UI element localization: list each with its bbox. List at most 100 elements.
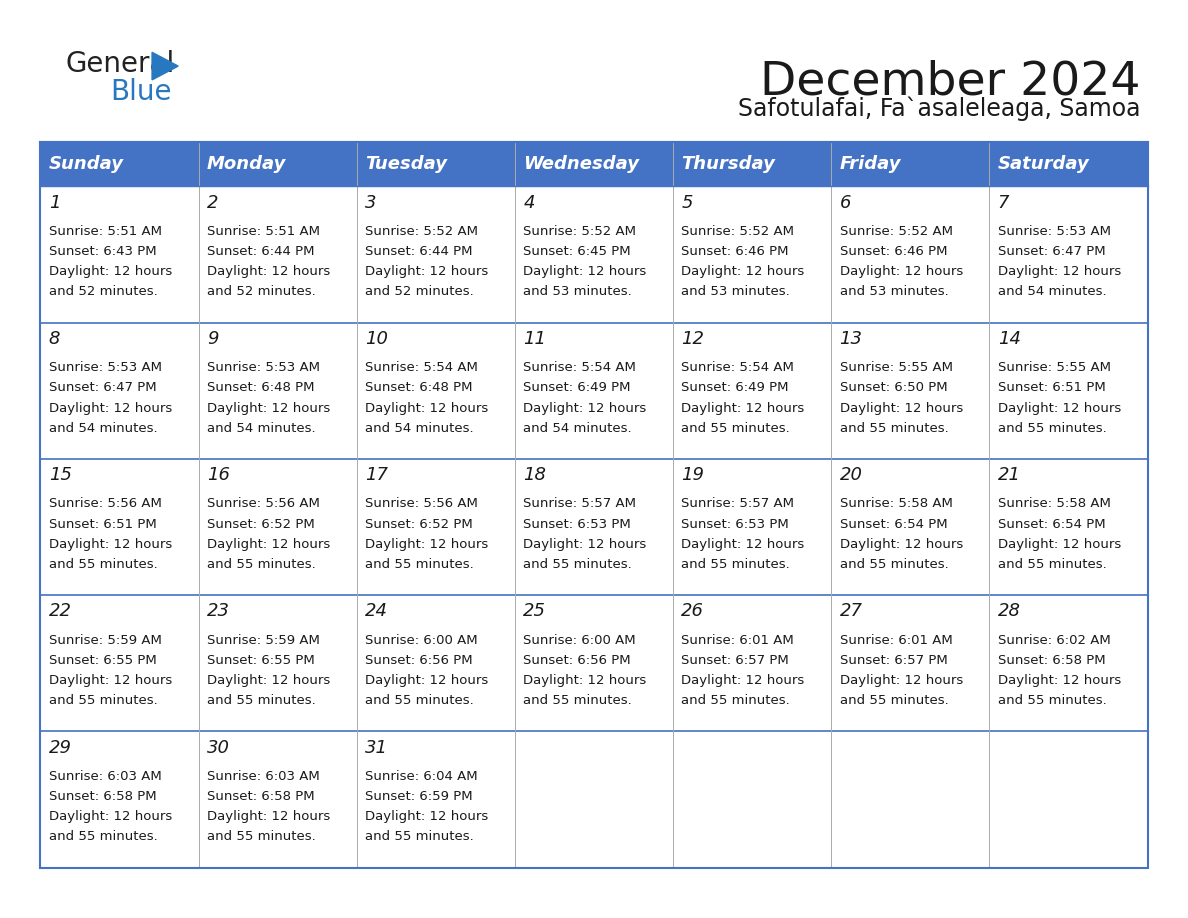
Text: and 52 minutes.: and 52 minutes. — [365, 285, 474, 298]
Text: Sunset: 6:48 PM: Sunset: 6:48 PM — [365, 381, 473, 395]
Text: and 53 minutes.: and 53 minutes. — [523, 285, 632, 298]
Text: 22: 22 — [49, 602, 71, 621]
Text: Sunset: 6:45 PM: Sunset: 6:45 PM — [523, 245, 631, 258]
Text: 2: 2 — [207, 194, 219, 212]
Text: 19: 19 — [682, 466, 704, 484]
Text: 17: 17 — [365, 466, 388, 484]
Text: Daylight: 12 hours: Daylight: 12 hours — [207, 538, 330, 551]
Text: Sunrise: 5:56 AM: Sunrise: 5:56 AM — [365, 498, 478, 510]
Text: and 55 minutes.: and 55 minutes. — [998, 694, 1106, 707]
Polygon shape — [152, 52, 178, 80]
Text: and 55 minutes.: and 55 minutes. — [682, 558, 790, 571]
Text: Daylight: 12 hours: Daylight: 12 hours — [365, 401, 488, 415]
Text: 3: 3 — [365, 194, 377, 212]
Text: and 52 minutes.: and 52 minutes. — [49, 285, 158, 298]
Text: and 55 minutes.: and 55 minutes. — [207, 831, 316, 844]
Text: Daylight: 12 hours: Daylight: 12 hours — [207, 265, 330, 278]
Text: and 55 minutes.: and 55 minutes. — [998, 558, 1106, 571]
Text: and 55 minutes.: and 55 minutes. — [523, 694, 632, 707]
Text: Sunrise: 5:59 AM: Sunrise: 5:59 AM — [207, 633, 320, 646]
Text: Daylight: 12 hours: Daylight: 12 hours — [523, 538, 646, 551]
Text: Sunrise: 5:52 AM: Sunrise: 5:52 AM — [840, 225, 953, 238]
Text: Sunset: 6:47 PM: Sunset: 6:47 PM — [49, 381, 157, 395]
Text: Sunrise: 5:57 AM: Sunrise: 5:57 AM — [523, 498, 637, 510]
Bar — [40, 186, 1148, 322]
Text: 27: 27 — [840, 602, 862, 621]
Text: Sunrise: 6:02 AM: Sunrise: 6:02 AM — [998, 633, 1111, 646]
Text: Sunset: 6:58 PM: Sunset: 6:58 PM — [207, 790, 315, 803]
Text: Sunrise: 5:51 AM: Sunrise: 5:51 AM — [49, 225, 162, 238]
Text: and 54 minutes.: and 54 minutes. — [207, 421, 316, 435]
Bar — [40, 142, 1148, 868]
Text: Daylight: 12 hours: Daylight: 12 hours — [207, 811, 330, 823]
Text: Sunset: 6:44 PM: Sunset: 6:44 PM — [365, 245, 473, 258]
Text: 9: 9 — [207, 330, 219, 348]
Text: 1: 1 — [49, 194, 61, 212]
Text: Sunset: 6:52 PM: Sunset: 6:52 PM — [365, 518, 473, 531]
Text: Daylight: 12 hours: Daylight: 12 hours — [682, 401, 804, 415]
Text: Sunset: 6:50 PM: Sunset: 6:50 PM — [840, 381, 947, 395]
Bar — [40, 595, 1148, 732]
Text: Blue: Blue — [110, 78, 172, 106]
Text: Sunrise: 5:55 AM: Sunrise: 5:55 AM — [840, 361, 953, 375]
Text: Sunset: 6:44 PM: Sunset: 6:44 PM — [207, 245, 315, 258]
Text: Daylight: 12 hours: Daylight: 12 hours — [49, 538, 172, 551]
Bar — [40, 142, 1148, 186]
Bar — [40, 732, 1148, 868]
Text: Sunrise: 6:01 AM: Sunrise: 6:01 AM — [682, 633, 794, 646]
Text: 13: 13 — [840, 330, 862, 348]
Text: Daylight: 12 hours: Daylight: 12 hours — [207, 401, 330, 415]
Text: Sunset: 6:43 PM: Sunset: 6:43 PM — [49, 245, 157, 258]
Text: Sunrise: 5:54 AM: Sunrise: 5:54 AM — [523, 361, 636, 375]
Text: Sunset: 6:52 PM: Sunset: 6:52 PM — [207, 518, 315, 531]
Text: December 2024: December 2024 — [760, 60, 1140, 105]
Text: Sunrise: 6:00 AM: Sunrise: 6:00 AM — [365, 633, 478, 646]
Text: Saturday: Saturday — [998, 155, 1089, 174]
Text: and 53 minutes.: and 53 minutes. — [682, 285, 790, 298]
Text: Sunset: 6:53 PM: Sunset: 6:53 PM — [682, 518, 789, 531]
Text: Friday: Friday — [840, 155, 901, 174]
Text: Daylight: 12 hours: Daylight: 12 hours — [998, 674, 1121, 687]
Text: Daylight: 12 hours: Daylight: 12 hours — [998, 538, 1121, 551]
Text: and 53 minutes.: and 53 minutes. — [840, 285, 948, 298]
Text: Sunrise: 5:57 AM: Sunrise: 5:57 AM — [682, 498, 795, 510]
Text: Sunrise: 6:01 AM: Sunrise: 6:01 AM — [840, 633, 953, 646]
Text: Sunset: 6:55 PM: Sunset: 6:55 PM — [49, 654, 157, 666]
Text: 23: 23 — [207, 602, 230, 621]
Text: Sunrise: 5:52 AM: Sunrise: 5:52 AM — [682, 225, 795, 238]
Text: 31: 31 — [365, 739, 388, 756]
Text: Monday: Monday — [207, 155, 286, 174]
Text: 7: 7 — [998, 194, 1010, 212]
Text: and 55 minutes.: and 55 minutes. — [49, 831, 158, 844]
Text: Sunset: 6:57 PM: Sunset: 6:57 PM — [682, 654, 789, 666]
Text: 25: 25 — [523, 602, 546, 621]
Text: Wednesday: Wednesday — [523, 155, 639, 174]
Text: Sunset: 6:48 PM: Sunset: 6:48 PM — [207, 381, 315, 395]
Text: Sunday: Sunday — [49, 155, 124, 174]
Text: Sunset: 6:46 PM: Sunset: 6:46 PM — [840, 245, 947, 258]
Text: and 54 minutes.: and 54 minutes. — [365, 421, 474, 435]
Text: Daylight: 12 hours: Daylight: 12 hours — [523, 265, 646, 278]
Text: Sunset: 6:55 PM: Sunset: 6:55 PM — [207, 654, 315, 666]
Text: Sunset: 6:59 PM: Sunset: 6:59 PM — [365, 790, 473, 803]
Text: Sunrise: 5:58 AM: Sunrise: 5:58 AM — [840, 498, 953, 510]
Text: Daylight: 12 hours: Daylight: 12 hours — [998, 401, 1121, 415]
Text: Daylight: 12 hours: Daylight: 12 hours — [840, 674, 962, 687]
Text: and 55 minutes.: and 55 minutes. — [365, 558, 474, 571]
Text: and 54 minutes.: and 54 minutes. — [523, 421, 632, 435]
Text: Sunrise: 5:53 AM: Sunrise: 5:53 AM — [207, 361, 320, 375]
Text: 26: 26 — [682, 602, 704, 621]
Text: Sunset: 6:56 PM: Sunset: 6:56 PM — [365, 654, 473, 666]
Text: Daylight: 12 hours: Daylight: 12 hours — [49, 811, 172, 823]
Text: Sunrise: 5:59 AM: Sunrise: 5:59 AM — [49, 633, 162, 646]
Text: 10: 10 — [365, 330, 388, 348]
Text: Sunset: 6:46 PM: Sunset: 6:46 PM — [682, 245, 789, 258]
Text: and 55 minutes.: and 55 minutes. — [49, 558, 158, 571]
Text: Sunrise: 6:04 AM: Sunrise: 6:04 AM — [365, 770, 478, 783]
Text: and 55 minutes.: and 55 minutes. — [523, 558, 632, 571]
Text: Sunrise: 5:55 AM: Sunrise: 5:55 AM — [998, 361, 1111, 375]
Text: Sunset: 6:51 PM: Sunset: 6:51 PM — [998, 381, 1106, 395]
Text: Daylight: 12 hours: Daylight: 12 hours — [682, 538, 804, 551]
Text: Sunrise: 5:54 AM: Sunrise: 5:54 AM — [365, 361, 478, 375]
Text: and 52 minutes.: and 52 minutes. — [207, 285, 316, 298]
